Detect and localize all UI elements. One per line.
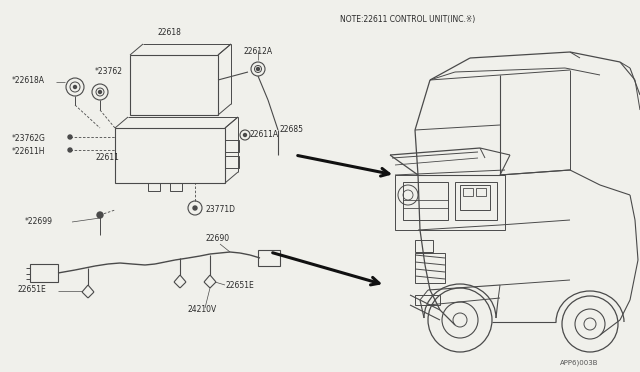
Text: 22611: 22611	[95, 154, 119, 163]
Bar	[455, 182, 497, 220]
Text: 22690: 22690	[205, 234, 229, 243]
Bar	[130, 55, 218, 115]
Circle shape	[257, 67, 259, 71]
Bar	[225, 156, 239, 168]
Circle shape	[97, 212, 103, 218]
Bar	[415, 253, 445, 283]
Bar	[476, 188, 486, 196]
Text: 22612A: 22612A	[243, 47, 272, 56]
Text: 22685: 22685	[280, 125, 304, 135]
Bar	[30, 264, 58, 282]
Bar	[415, 295, 440, 305]
Text: 23771D: 23771D	[205, 205, 235, 215]
Text: APP6)003B: APP6)003B	[560, 360, 598, 366]
Bar	[170, 183, 182, 191]
Bar	[395, 175, 505, 230]
Circle shape	[99, 90, 102, 93]
Bar	[403, 182, 448, 220]
Bar	[460, 185, 490, 210]
Text: 22651E: 22651E	[225, 280, 253, 289]
Text: *22699: *22699	[25, 218, 53, 227]
Bar	[415, 240, 433, 252]
Text: 22651E: 22651E	[18, 285, 47, 294]
Text: *23762: *23762	[95, 67, 123, 76]
Circle shape	[193, 206, 197, 210]
Text: 22618: 22618	[158, 28, 182, 37]
Circle shape	[68, 148, 72, 152]
Text: NOTE:22611 CONTROL UNIT(INC.※): NOTE:22611 CONTROL UNIT(INC.※)	[340, 15, 476, 24]
Bar	[463, 188, 473, 196]
Bar	[148, 183, 160, 191]
Bar	[258, 250, 280, 266]
Text: *23762G: *23762G	[12, 134, 46, 143]
Text: 22611A: 22611A	[250, 130, 279, 139]
Circle shape	[68, 135, 72, 139]
Bar	[115, 128, 225, 183]
Text: *22618A: *22618A	[12, 76, 45, 85]
Circle shape	[74, 86, 77, 89]
Circle shape	[243, 134, 246, 137]
Text: 24210V: 24210V	[188, 305, 217, 314]
Bar	[225, 140, 239, 152]
Text: *22611H: *22611H	[12, 147, 45, 156]
